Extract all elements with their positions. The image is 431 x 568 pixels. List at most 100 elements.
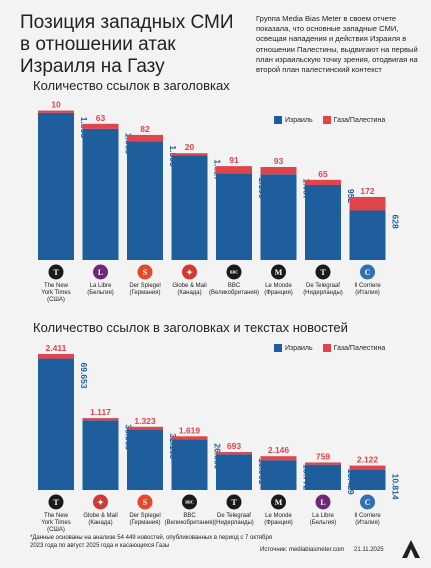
bar-israel (127, 429, 163, 490)
svg-text:S: S (143, 268, 148, 277)
legend2-gaza-label: Газа/Палестина (333, 344, 386, 352)
bar-gaza (305, 179, 341, 185)
gaza-value-label: 93 (274, 156, 284, 166)
bar-group: 1.32332.169SDer Spiegel(Германия) (127, 416, 178, 526)
svg-text:T: T (320, 268, 326, 277)
le-monde-icon: M (271, 494, 286, 510)
category-label: Der Spiegel (Германия) (129, 513, 160, 526)
svg-text:M: M (275, 498, 283, 507)
bar-gaza (216, 452, 252, 455)
globe-mail-icon: ✦ (93, 494, 108, 510)
nyt-icon: T (48, 494, 64, 510)
bar-israel (216, 454, 252, 490)
bar-gaza (127, 134, 163, 142)
source-text: Источник: mediabiasmeter.com (260, 547, 345, 553)
bar-gaza (82, 418, 119, 421)
globe-mail-icon: ✦ (182, 264, 197, 280)
bar-group: 2.14615.772MLe Monde(Франция) (260, 445, 312, 526)
category-label: Il Corriere (Италия) (354, 513, 381, 526)
bar-gaza (171, 153, 208, 156)
bar-group: 65 952 T De Telegraaf (Нидерланды) (303, 169, 356, 296)
svg-text:L: L (98, 268, 103, 277)
bar-israel (38, 358, 74, 490)
der-spiegel-icon: S (137, 264, 153, 280)
bar-israel (171, 439, 208, 490)
bar-group: 201.327✦Globe & Mail(Канада) (171, 142, 223, 296)
bar-gaza (260, 167, 297, 175)
category-label: The New York Times (США) (41, 513, 70, 533)
gaza-value-label: 1.117 (90, 407, 111, 417)
category-label: BBC (Великобритания) (209, 283, 259, 296)
der-spiegel-icon: S (137, 494, 153, 510)
bar-gaza (82, 123, 119, 129)
svg-text:✦: ✦ (97, 498, 104, 507)
israel-value-label: 10.814 (391, 474, 401, 500)
category-label: La Libre (Бельгия) (87, 283, 114, 296)
le-monde-icon: M (271, 264, 286, 280)
source-line: Источник: mediabiasmeter.com 21.11.2025 (260, 547, 384, 553)
bar-group: 631.665LLa Libre(Бельгия) (82, 113, 134, 296)
gaza-value-label: 65 (318, 169, 328, 179)
israel-value-label: 628 (391, 215, 401, 229)
legend2-israel-swatch (274, 344, 282, 352)
legend-israel-swatch (274, 116, 282, 124)
bar-israel (260, 460, 297, 490)
la-libre-icon: L (93, 264, 108, 280)
gaza-value-label: 2.411 (46, 343, 67, 353)
il-corriere-icon: C (360, 264, 375, 280)
footnote: *Данные основаны на анализе 54 449 новос… (30, 535, 273, 549)
aa-logo-icon (402, 540, 420, 558)
bar-group: 172 628 C Il Corriere (Италия) (349, 186, 401, 296)
gaza-value-label: 759 (316, 451, 330, 461)
intro-text: Группа Media Bias Meter в своем отчете п… (256, 14, 418, 75)
legend2-israel-label: Израиль (285, 344, 313, 352)
bar-israel (349, 210, 386, 260)
legend-gaza-swatch (322, 116, 331, 124)
chart2-title: Количество ссылок в заголовках и текстах… (33, 320, 348, 335)
category-label: The New York Times (США) (41, 283, 70, 303)
svg-text:BBC: BBC (185, 500, 194, 505)
bar-israel (305, 464, 341, 490)
gaza-value-label: 10 (51, 100, 61, 110)
date-text: 21.11.2025 (353, 547, 384, 553)
svg-text:T: T (53, 498, 59, 507)
bar-israel (349, 469, 386, 490)
israel-value-label: 952 (346, 189, 356, 203)
bar-israel (171, 155, 208, 260)
gaza-value-label: 1.619 (179, 425, 201, 435)
bar-group: 1.11736.939✦Globe & Mail(Канада) (82, 407, 134, 526)
category-label: Globe & Mail (Канада) (83, 513, 117, 526)
de-telegraaf-icon: T (226, 494, 242, 510)
chart1-legend: Израиль Газа/Палестина (274, 116, 391, 124)
category-label: Le Monde (Франция) (264, 513, 293, 526)
israel-value-label: 69.653 (79, 363, 89, 389)
svg-text:C: C (365, 498, 371, 507)
bar-group: 2.411 69.653 T The New York Times (США) (38, 343, 89, 533)
chart1-title: Количество ссылок в заголовках (33, 78, 230, 93)
gaza-value-label: 82 (140, 124, 150, 134)
bar-gaza (127, 426, 163, 430)
gaza-value-label: 63 (96, 113, 106, 123)
la-libre-icon: L (315, 494, 331, 510)
gaza-value-label: 172 (360, 186, 374, 196)
bar-israel (260, 174, 297, 260)
category-label: Globe & Mail (Канада) (172, 283, 206, 296)
bar-group: 931.087MLe Monde(Франция) (260, 156, 312, 296)
gaza-value-label: 1.323 (134, 416, 156, 426)
bar-group: 1.61926.839BBCBBC(Великобритания) (164, 425, 222, 526)
gaza-value-label: 2.146 (268, 445, 290, 455)
category-label: BBC (Великобритания) (164, 513, 214, 526)
il-corriere-icon: C (360, 494, 375, 510)
chart2-legend: Израиль Газа/Палестина (274, 344, 391, 352)
bbc-icon: BBC (182, 494, 197, 510)
bar-gaza (305, 462, 341, 465)
bar-gaza (38, 354, 74, 359)
gaza-value-label: 20 (185, 142, 195, 152)
svg-text:C: C (365, 268, 371, 277)
de-telegraaf-icon: T (315, 264, 331, 280)
bar-gaza (349, 196, 386, 211)
bar-israel (216, 173, 252, 260)
svg-text:S: S (143, 498, 148, 507)
